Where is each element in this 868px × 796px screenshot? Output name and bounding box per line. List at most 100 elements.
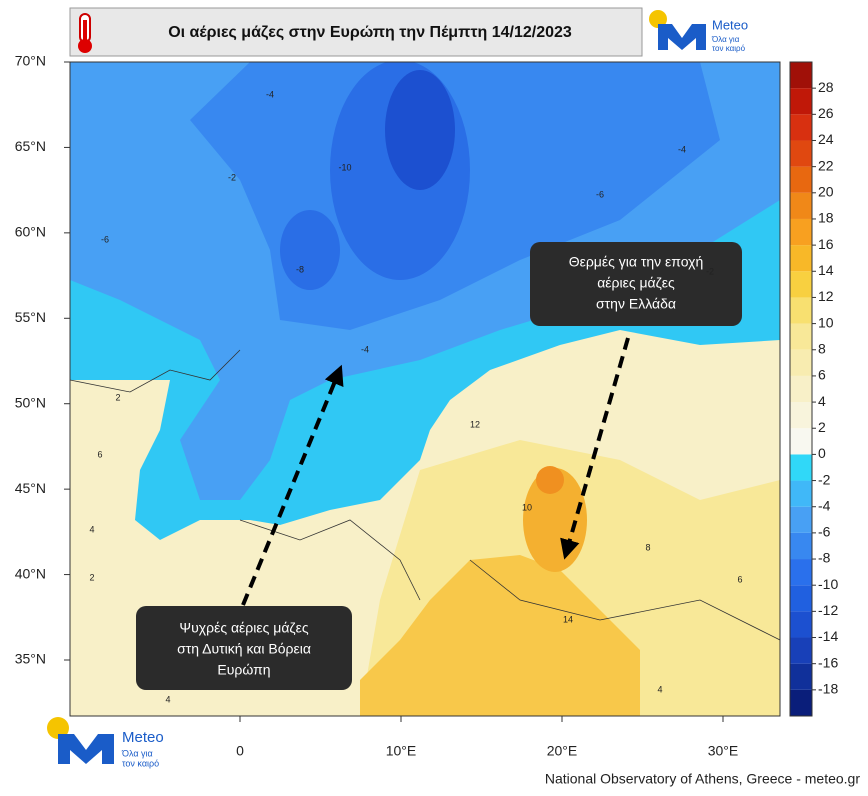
colorbar-band — [790, 532, 812, 560]
logo-tagline: Όλα για — [121, 748, 153, 758]
colorbar-label: 12 — [818, 288, 834, 304]
contour-label: -4 — [361, 344, 369, 354]
contour-label: 2 — [89, 572, 94, 582]
logo-bottom: Meteo Όλα για τον καιρό — [47, 717, 164, 768]
contour-label: 4 — [165, 694, 170, 704]
colorbar-band — [790, 375, 812, 403]
colorbar-band — [790, 192, 812, 219]
contour-label: 6 — [97, 449, 102, 459]
logo-name: Meteo — [122, 729, 164, 746]
colorbar-label: 2 — [818, 419, 826, 435]
lat-label: 40°N — [15, 565, 46, 581]
lon-label: 0 — [236, 743, 244, 759]
footer: National Observatory of Athens, Greece -… — [545, 771, 860, 787]
lon-label: 20°E — [547, 743, 578, 759]
contour-label: -2 — [706, 266, 714, 276]
colorbar-band — [790, 585, 812, 612]
colorbar-label: 0 — [818, 445, 826, 461]
colorbar-band — [790, 428, 812, 455]
logo-tagline: τον καιρό — [122, 758, 159, 768]
colorbar-label: 16 — [818, 236, 834, 252]
contour-label: -2 — [228, 172, 236, 182]
colorbar-band — [790, 114, 812, 141]
colorbar-band — [790, 218, 812, 246]
colorbar-label: 26 — [818, 105, 834, 121]
arrow — [241, 364, 344, 606]
colorbar-label: -10 — [818, 576, 838, 592]
colorbar-band — [790, 559, 812, 586]
colorbar-label: 14 — [818, 262, 834, 278]
contour-label: -4 — [678, 144, 686, 154]
annotation-text: Θερμές για την εποχή — [569, 254, 704, 270]
colorbar-band — [790, 62, 812, 89]
contour-label: 10 — [522, 502, 532, 512]
lat-label: 65°N — [15, 138, 46, 154]
lat-label: 45°N — [15, 480, 46, 496]
colorbar-band — [790, 140, 812, 167]
colorbar-label: 24 — [818, 131, 834, 147]
colorbar-band — [790, 323, 812, 350]
contour-label: 4 — [657, 684, 662, 694]
title-bar — [69, 7, 643, 57]
colorbar-label: -18 — [818, 681, 838, 697]
colorbar-label: 10 — [818, 314, 834, 330]
colorbar-band — [790, 454, 812, 481]
contour-label: -10 — [338, 162, 351, 172]
lon-label: 30°E — [708, 743, 739, 759]
annotation-box — [530, 242, 742, 326]
colorbar-label: 22 — [818, 157, 834, 173]
annotation-text: στη Δυτική και Βόρεια — [177, 641, 311, 657]
lat-label: 55°N — [15, 309, 46, 325]
colorbar-frame — [789, 61, 813, 717]
lat-label: 60°N — [15, 224, 46, 240]
colorbar-band — [790, 506, 812, 533]
logo-name: Meteo — [712, 17, 748, 32]
contour-label: 4 — [89, 524, 94, 534]
colorbar-band — [790, 480, 812, 507]
colorbar-band — [790, 663, 812, 690]
lat-label: 35°N — [15, 651, 46, 667]
logo-tagline: Όλα για — [711, 35, 740, 44]
logo-top: Meteo Όλα για τον καιρό — [648, 8, 780, 58]
thermometer-icon — [78, 13, 92, 53]
colorbar-label: 28 — [818, 79, 834, 95]
colorbar-band — [790, 88, 812, 115]
colorbar-band — [790, 402, 812, 429]
annotation-text: Ευρώπη — [217, 662, 270, 678]
lat-label: 50°N — [15, 394, 46, 410]
colorbar-label: -8 — [818, 550, 831, 566]
contour-label: 6 — [737, 574, 742, 584]
colorbar-label: -16 — [818, 654, 838, 670]
colorbar-band — [790, 245, 812, 272]
colorbar-label: 8 — [818, 340, 826, 356]
colorbar-label: -14 — [818, 628, 838, 644]
colorbar-label: -6 — [818, 524, 831, 540]
contour-label: 12 — [470, 419, 480, 429]
colorbar-label: 18 — [818, 210, 834, 226]
colorbar-label: 6 — [818, 367, 826, 383]
map-frame — [69, 61, 781, 717]
annotation-box — [136, 606, 352, 690]
annotation-text: αέριες μάζες — [597, 275, 675, 291]
colorbar-label: -4 — [818, 497, 831, 513]
contour-label: 8 — [645, 542, 650, 552]
contour-label: -6 — [101, 234, 109, 244]
colorbar-label: -12 — [818, 602, 838, 618]
annotation-text: στην Ελλάδα — [596, 296, 676, 312]
annotation-text: Ψυχρές αέριες μάζες — [179, 620, 308, 636]
contour-label: -4 — [266, 89, 274, 99]
colorbar-band — [790, 166, 812, 193]
colorbar-band — [790, 271, 812, 298]
colorbar-band — [790, 349, 812, 376]
lat-label: 70°N — [15, 53, 46, 69]
contour-label: -8 — [296, 264, 304, 274]
lon-label: 10°E — [386, 743, 417, 759]
colorbar-band — [790, 637, 812, 664]
colorbar-label: 4 — [818, 393, 826, 409]
title: Οι αέριες μάζες στην Ευρώπη την Πέμπτη 1… — [168, 24, 572, 41]
colorbar-band — [790, 297, 812, 324]
contour-label: 2 — [115, 392, 120, 402]
contour-label: -6 — [596, 189, 604, 199]
